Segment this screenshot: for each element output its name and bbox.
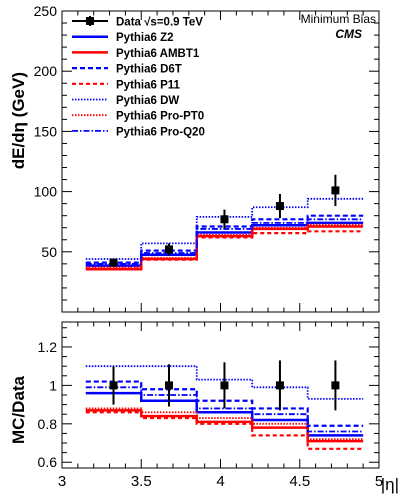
x-tick-label: 4.5 xyxy=(289,473,310,490)
legend: Data √s=0.9 TeV Pythia6 Z2 Pythia6 AMBT1 Py… xyxy=(72,16,205,138)
legend-label: Pythia6 P11 xyxy=(116,79,181,91)
ratio-panel: 0.6 0.8 1 1.2 3 3.5 4 4.5 5 xyxy=(38,321,383,490)
top-data-point xyxy=(220,215,229,224)
x-tick-label: 4 xyxy=(216,473,224,490)
bottom-data-point xyxy=(275,381,284,390)
legend-data-marker xyxy=(86,17,94,25)
bottom-data-point xyxy=(220,381,229,390)
legend-label: Pythia6 Pro-Q20 xyxy=(116,126,205,138)
top-y-tick-label: 200 xyxy=(34,63,58,79)
x-tick-label: 3 xyxy=(58,473,66,490)
annotation-cms: CMS xyxy=(335,27,362,41)
legend-label-data: Data √s=0.9 TeV xyxy=(116,16,203,29)
top-series-pythia6-d6t xyxy=(85,214,364,264)
top-data-point xyxy=(275,202,284,211)
top-data-point xyxy=(164,245,173,254)
bottom-y-tick-label: 0.8 xyxy=(38,416,58,432)
top-series-pythia6-pro-pt0 xyxy=(85,223,364,269)
bottom-series-pythia6-p11 xyxy=(85,411,364,450)
top-y-tick-label: 250 xyxy=(34,3,58,19)
bottom-series-pythia6-d6t xyxy=(85,380,364,427)
bottom-series-pythia6-pro-q20 xyxy=(85,386,364,433)
x-tick-label: 5 xyxy=(375,473,383,490)
bottom-frame xyxy=(61,321,380,469)
top-data-point xyxy=(331,186,340,195)
top-ylabel: dE/dη (GeV) xyxy=(9,72,28,169)
bottom-ylabel: MC/Data xyxy=(9,375,28,444)
top-y-tick-label: 150 xyxy=(34,123,58,139)
bottom-y-tick-label: 0.6 xyxy=(38,454,58,470)
top-y-tick-label: 50 xyxy=(41,244,57,260)
legend-label: Pythia6 D6T xyxy=(116,64,182,76)
annotation-minimum-bias: Minimum Bias xyxy=(301,12,376,26)
top-panel: 50 100 150 200 250 xyxy=(34,3,380,313)
top-y-tick-label: 100 xyxy=(34,184,58,200)
legend-label: Pythia6 Pro-PT0 xyxy=(116,111,204,123)
x-tick-label: 3.5 xyxy=(131,473,152,490)
x-axis-label: |η| xyxy=(381,475,399,494)
legend-label: Pythia6 AMBT1 xyxy=(116,48,200,60)
bottom-data-point xyxy=(164,381,173,390)
legend-label: Pythia6 DW xyxy=(116,95,179,107)
legend-label: Pythia6 Z2 xyxy=(116,32,174,44)
bottom-data-point xyxy=(331,381,340,390)
bottom-y-tick-label: 1 xyxy=(49,377,57,393)
bottom-series-pythia6-pro-pt0 xyxy=(85,407,364,441)
bottom-y-tick-label: 1.2 xyxy=(38,339,58,355)
top-data-point xyxy=(109,258,118,267)
bottom-data-point xyxy=(109,381,118,390)
